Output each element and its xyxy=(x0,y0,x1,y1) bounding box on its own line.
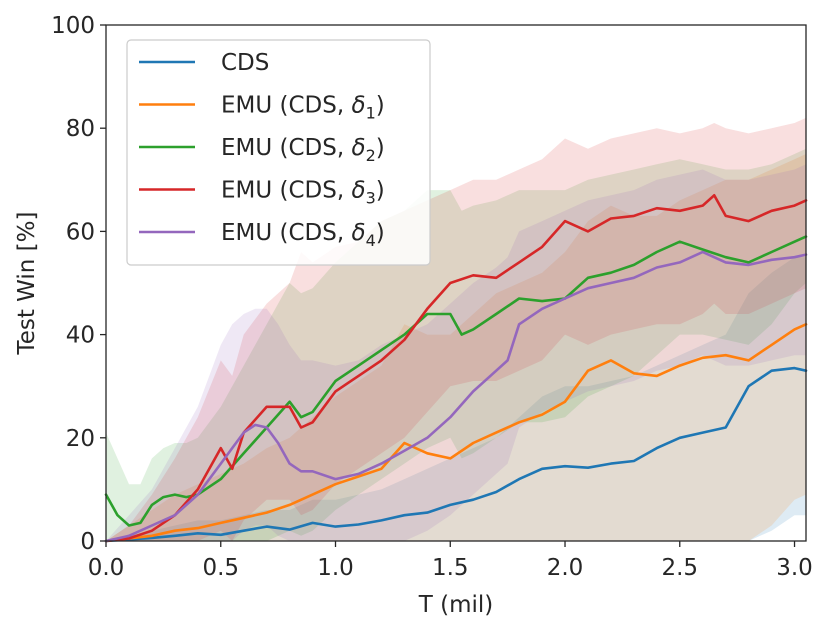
y-tick-label: 60 xyxy=(66,219,95,245)
band-series-2 xyxy=(106,154,806,541)
line-series-2 xyxy=(104,322,808,543)
y-tick-label: 100 xyxy=(51,13,95,39)
band-series-1 xyxy=(106,257,806,541)
plot-frame xyxy=(105,24,807,542)
line-series-4 xyxy=(104,194,808,543)
x-tick-label: 0.0 xyxy=(88,555,125,581)
legend-box xyxy=(126,39,431,266)
y-tick-label: 20 xyxy=(66,426,95,452)
legend-entry-3: EMU (CDS, δ2) xyxy=(221,135,385,165)
y-axis: 0 20 40 60 80 100 xyxy=(51,13,106,555)
series-lines xyxy=(104,194,808,543)
y-tick-label: 80 xyxy=(66,116,95,142)
legend: CDS EMU (CDS, δ1) EMU (CDS, δ2) EMU (CDS, δ… xyxy=(126,39,431,266)
x-axis-label: T (mil) xyxy=(418,592,494,618)
legend-entry-2: EMU (CDS, δ1) xyxy=(221,93,385,123)
legend-entry-5: EMU (CDS, δ4) xyxy=(221,220,385,250)
x-tick-label: 2.5 xyxy=(661,555,698,581)
x-tick-label: 1.0 xyxy=(317,555,354,581)
legend-entry-1: CDS xyxy=(221,50,269,76)
line-series-5 xyxy=(104,250,808,543)
x-tick-label: 0.5 xyxy=(202,555,239,581)
x-tick-label: 3.0 xyxy=(776,555,813,581)
y-tick-label: 0 xyxy=(80,529,95,555)
band-series-3 xyxy=(106,148,806,542)
x-axis: 0.0 0.5 1.0 1.5 2.0 2.5 3.0 xyxy=(88,541,813,581)
x-tick-label: 1.5 xyxy=(432,555,469,581)
legend-entry-4: EMU (CDS, δ3) xyxy=(221,178,385,208)
y-axis-label: Test Win [%] xyxy=(14,212,40,356)
x-tick-label: 2.0 xyxy=(547,555,584,581)
confidence-bands xyxy=(106,117,806,542)
line-series-1 xyxy=(104,366,808,543)
y-tick-label: 40 xyxy=(66,323,95,349)
band-series-4 xyxy=(106,117,806,542)
